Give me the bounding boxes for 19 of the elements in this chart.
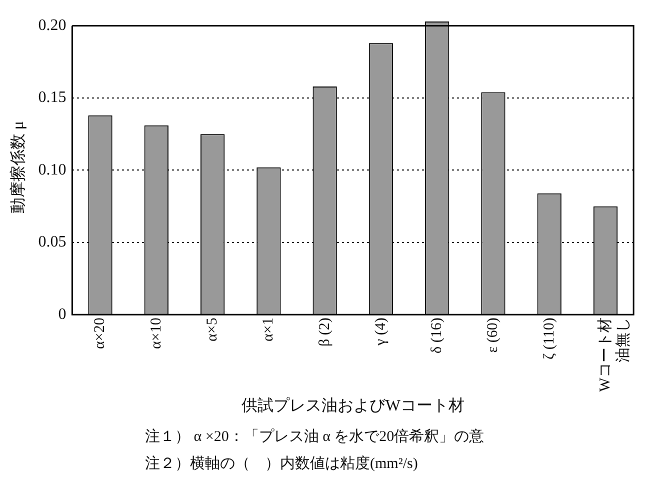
x-tick-label: α×20 [92,318,108,349]
x-axis-title: 供試プレス油およびWコート材 [241,396,464,415]
y-tick-label: 0.10 [38,161,66,178]
x-tick-label: α×10 [148,318,164,349]
x-tick-label: γ (4) [372,318,389,347]
y-tick-label: 0.15 [38,89,66,106]
x-tick-label: ζ (110) [541,318,558,360]
y-tick-label: 0.05 [38,234,66,251]
x-tick-label: ε (60) [485,318,502,353]
x-tick-label: β (2) [316,318,333,347]
x-tick-label: α×1 [260,318,277,342]
text: 注２）横軸の（ ）内数値は粘度(mm²/s) [145,454,419,474]
x-tick-label: δ (16) [429,318,446,354]
x-tick-label: α×5 [204,318,220,342]
text: 注１） α ×20：「プレス油 α を水で20倍希釈」の意 [145,427,484,447]
x-tick-label: Wコート材油無し [596,318,632,392]
y-tick-label: 0 [58,306,66,323]
y-tick-label: 0.20 [38,16,66,34]
y-axis-title: 動摩擦係数 μ [8,121,27,214]
